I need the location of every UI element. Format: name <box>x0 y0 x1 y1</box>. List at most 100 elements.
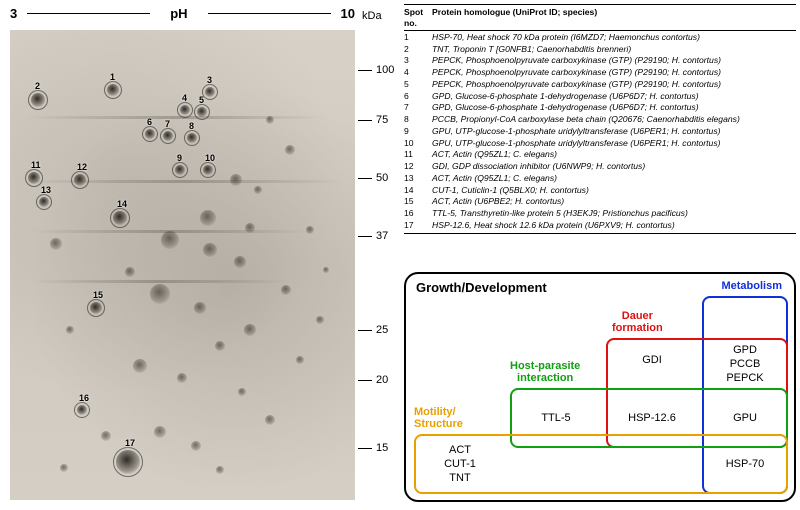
table-row: 7GPD, Glucose-6-phosphate 1-dehydrogenas… <box>404 102 796 114</box>
kda-axis: kDa 100755037252015 <box>358 30 398 500</box>
gel-spot-label: 14 <box>117 199 127 209</box>
gel-spot-label: 11 <box>31 160 41 170</box>
gel-spot-decor <box>161 231 179 249</box>
cell-hsp126: HSP-12.6 <box>606 412 698 426</box>
cell-hsp70: HSP-70 <box>702 458 788 472</box>
gel-streak <box>24 116 324 119</box>
gel-spot-label: 6 <box>147 117 152 127</box>
gel-spot-ring <box>110 208 130 228</box>
gel-spot-ring <box>172 162 188 178</box>
gel-spot-ring <box>200 162 216 178</box>
table-head: Spot no. Protein homologue (UniProt ID; … <box>404 4 796 31</box>
table-row: 17HSP-12.6, Heat shock 12.6 kDa protein … <box>404 219 796 231</box>
gel-spot-ring <box>142 126 158 142</box>
gel-spot-label: 8 <box>189 121 194 131</box>
kda-tick: 37 <box>358 230 388 242</box>
gel-panel: 3 pH 10 1234567891011121314151617 kDa 10… <box>0 0 400 510</box>
gel-spot-decor <box>150 284 170 304</box>
table-row: 11ACT, Actin (Q95ZL1; C. elegans) <box>404 149 796 161</box>
gel-spot-ring <box>160 128 176 144</box>
table-row: 6GPD, Glucose-6-phosphate 1-dehydrogenas… <box>404 90 796 102</box>
ph-label: pH <box>170 6 187 21</box>
gel-spot-decor <box>238 388 246 396</box>
ph-min: 3 <box>10 6 17 21</box>
label-dauer: Dauer formation <box>612 310 663 334</box>
right-panel: Spot no. Protein homologue (UniProt ID; … <box>400 0 800 510</box>
ph-line-left <box>27 13 150 14</box>
gel-spot-label: 10 <box>205 153 215 163</box>
kda-tick: 25 <box>358 324 388 336</box>
gel-spot-ring <box>74 402 90 418</box>
cell-act: ACT CUT-1 TNT <box>414 444 506 485</box>
gel-spot-ring <box>71 171 89 189</box>
gel-spot-decor <box>66 326 74 334</box>
label-metabolism: Metabolism <box>721 280 782 292</box>
gel-spot-decor <box>216 466 224 474</box>
table-row: 2TNT, Troponin T [G0NFB1; Caenorhabditis… <box>404 43 796 55</box>
kda-header: kDa <box>362 10 382 22</box>
table-row: 14CUT-1, Cuticlin-1 (Q5BLX0; H. contortu… <box>404 184 796 196</box>
kda-tick: 75 <box>358 114 388 126</box>
cell-gpu: GPU <box>702 412 788 426</box>
gel-spot-decor <box>200 210 216 226</box>
kda-tick: 20 <box>358 374 388 386</box>
protein-table: Spot no. Protein homologue (UniProt ID; … <box>404 4 796 234</box>
cell-gpd: GPD PCCB PEPCK <box>702 344 788 385</box>
gel-spot-ring <box>87 299 105 317</box>
table-row: 15ACT, Actin (U6PBE2; H. contortus) <box>404 196 796 208</box>
gel-spot-decor <box>285 145 295 155</box>
gel-spot-ring <box>36 194 52 210</box>
gel-spot-ring <box>194 104 210 120</box>
kda-tick: 15 <box>358 442 388 454</box>
th-spot-no: Spot no. <box>404 7 432 28</box>
table-row: 9GPU, UTP-glucose-1-phosphate uridylyltr… <box>404 125 796 137</box>
gel-spot-decor <box>245 223 255 233</box>
gel-spot-ring <box>28 90 48 110</box>
gel-spot-decor <box>60 464 68 472</box>
cell-ttl5: TTL-5 <box>510 412 602 426</box>
gel-spot-decor <box>191 441 201 451</box>
gel-spot-decor <box>194 302 206 314</box>
gel-spot-decor <box>203 243 217 257</box>
table-row: 4PEPCK, Phosphoenolpyruvate carboxykinas… <box>404 67 796 79</box>
ph-max: 10 <box>341 6 355 21</box>
gel-spot-label: 4 <box>182 93 187 103</box>
gel-spot-decor <box>215 341 225 351</box>
table-row: 3PEPCK, Phosphoenolpyruvate carboxykinas… <box>404 55 796 67</box>
gel-streak <box>30 280 290 283</box>
gel-spot-decor <box>296 356 304 364</box>
gel-spot-decor <box>266 116 274 124</box>
table-row: 10GPU, UTP-glucose-1-phosphate uridylylt… <box>404 137 796 149</box>
gel-spot-decor <box>234 256 246 268</box>
gel-spot-label: 5 <box>199 95 204 105</box>
table-row: 5PEPCK, Phosphoenolpyruvate carboxykinas… <box>404 78 796 90</box>
ph-axis: 3 pH 10 <box>10 6 355 21</box>
table-row: 13ACT, Actin (Q95ZL1; C. elegans) <box>404 172 796 184</box>
gel-spot-decor <box>323 267 329 273</box>
gel-spot-label: 13 <box>41 185 51 195</box>
gel-spot-decor <box>244 324 256 336</box>
gel-spot-ring <box>177 102 193 118</box>
gel-image: 1234567891011121314151617 <box>10 30 355 500</box>
gel-spot-decor <box>316 316 324 324</box>
gel-spot-label: 9 <box>177 153 182 163</box>
gel-spot-label: 12 <box>77 162 87 172</box>
kda-tick: 100 <box>358 64 394 76</box>
table-body: 1HSP-70, Heat shock 70 kDa protein (I6MZ… <box>404 31 796 233</box>
gel-spot-decor <box>281 285 291 295</box>
th-desc: Protein homologue (UniProt ID; species) <box>432 7 796 28</box>
gel-spot-label: 2 <box>35 81 40 91</box>
title-growth: Growth/Development <box>416 280 547 295</box>
gel-spot-decor <box>254 186 262 194</box>
gel-spot-label: 15 <box>93 290 103 300</box>
kda-tick: 50 <box>358 172 388 184</box>
ph-line-right <box>208 13 331 14</box>
gel-spot-label: 7 <box>165 119 170 129</box>
label-host: Host-parasite interaction <box>510 360 580 384</box>
gel-spot-ring <box>113 447 143 477</box>
table-row: 1HSP-70, Heat shock 70 kDa protein (I6MZ… <box>404 31 796 43</box>
label-motility: Motility/ Structure <box>414 406 463 430</box>
gel-spot-ring <box>184 130 200 146</box>
table-row: 12GDI, GDP dissociation inhibitor (U6NWP… <box>404 161 796 173</box>
euler-diagram: Growth/Development Metabolism Dauer form… <box>404 272 796 502</box>
